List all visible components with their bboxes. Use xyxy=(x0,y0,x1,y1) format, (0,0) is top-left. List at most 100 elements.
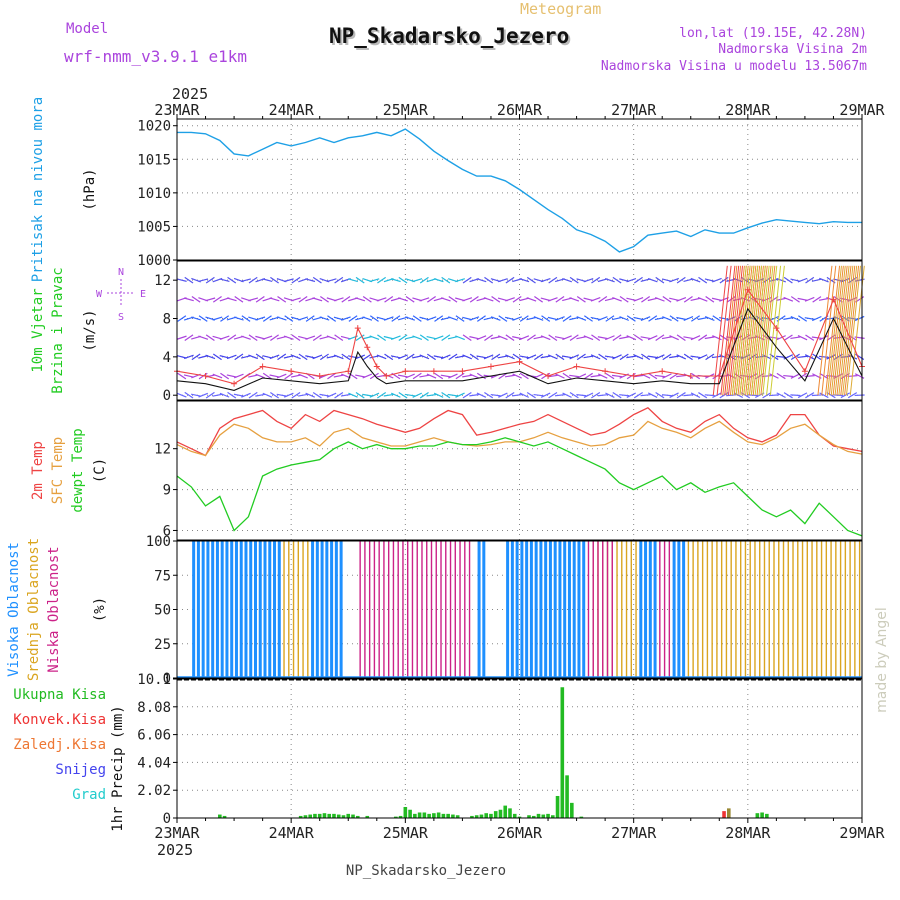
cloud-bar xyxy=(858,541,861,678)
precip-bar xyxy=(398,815,403,818)
precip-bar xyxy=(394,816,398,818)
wind-barb xyxy=(398,391,408,399)
wind-barb xyxy=(590,354,601,360)
wind-barb xyxy=(583,355,594,359)
wind-barb xyxy=(576,296,586,303)
wind-barb xyxy=(683,336,694,340)
wind-barb xyxy=(434,372,444,380)
cloud-bar xyxy=(553,541,557,678)
y-tick-label: 0 xyxy=(163,388,171,404)
wind-barb xyxy=(476,335,487,341)
gust-marker xyxy=(630,373,637,380)
y-axis-unit-pressure: (hPa) xyxy=(82,168,98,210)
precip-bar xyxy=(512,813,517,818)
wind-barb xyxy=(362,335,373,340)
cloud-bar xyxy=(411,541,414,678)
bottom-year: 2025 xyxy=(157,841,193,859)
wind-barb xyxy=(469,393,480,397)
cloud-bar xyxy=(644,541,648,678)
wind-barb xyxy=(612,392,622,399)
wind-barb xyxy=(426,335,437,340)
wind-barb xyxy=(341,353,351,361)
wind-barb xyxy=(655,276,665,284)
wind-barb xyxy=(826,317,837,320)
wind-barb xyxy=(633,276,643,284)
y-axis-label-temperature: SFC Temp xyxy=(50,437,66,504)
wind-barb xyxy=(491,353,501,361)
wind-barb xyxy=(462,334,472,341)
wind-barb xyxy=(612,334,622,341)
cloud-bar xyxy=(787,541,789,678)
precip-bar xyxy=(531,815,536,818)
cloud-bar xyxy=(635,541,637,678)
wind-barb xyxy=(490,336,501,340)
wind-barb xyxy=(712,335,722,341)
time-tick-label-top: 23MAR xyxy=(154,101,200,119)
y-tick-label: 100 xyxy=(146,534,171,550)
time-tick-label-bottom: 28MAR xyxy=(725,824,771,842)
gust-marker xyxy=(288,368,295,375)
wind-barb xyxy=(804,374,815,378)
wind-barb xyxy=(633,392,643,399)
cloud-bar xyxy=(220,541,224,678)
footer-station: NP_Skadarsko_Jezero xyxy=(346,863,506,879)
cloud-bar xyxy=(249,541,253,678)
wind-barb xyxy=(583,392,594,398)
wind-barb xyxy=(590,374,601,378)
wind-barb xyxy=(419,354,430,360)
wind-barb xyxy=(562,392,572,398)
wind-barb xyxy=(569,392,579,399)
wind-barb xyxy=(590,316,601,321)
precip-bar xyxy=(365,815,370,818)
wind-barb xyxy=(376,354,387,360)
y-axis-label-pressure: Pritisak na nivou mora xyxy=(30,97,46,282)
gust-marker xyxy=(659,368,666,375)
precip-bar xyxy=(479,814,484,818)
wind-barb xyxy=(383,393,394,397)
wind-barb xyxy=(647,355,658,359)
wind-barb xyxy=(690,277,701,283)
wind-barb xyxy=(305,278,316,283)
wind-barb xyxy=(661,394,672,397)
wind-barb xyxy=(240,355,251,359)
wind-barb xyxy=(533,373,544,379)
wind-barb xyxy=(776,277,787,283)
wind-barb xyxy=(605,392,615,398)
precip-bar xyxy=(565,775,569,818)
cloud-bar xyxy=(835,541,837,678)
wind-barb xyxy=(240,278,251,283)
wind-barb xyxy=(569,374,580,378)
wind-barb xyxy=(412,335,423,341)
wind-barb xyxy=(340,393,351,397)
wind-barb xyxy=(191,393,202,397)
cloud-bar xyxy=(611,541,613,678)
wind-barb xyxy=(569,354,580,360)
cloud-bar xyxy=(816,541,818,678)
wind-barb xyxy=(469,336,480,340)
wind-barb xyxy=(669,297,680,302)
wind-barb xyxy=(712,315,722,322)
precip-legend-item: Ukupna Kisa xyxy=(13,687,106,703)
precip-bar xyxy=(765,813,769,818)
wind-barb xyxy=(818,297,829,301)
wind-barb xyxy=(433,392,444,398)
wind-barb xyxy=(619,316,630,321)
cloud-bar xyxy=(663,541,666,678)
wind-barb xyxy=(798,315,808,322)
y-tick-label: 1010 xyxy=(137,186,171,202)
wind-barb xyxy=(326,335,337,340)
wind-barb xyxy=(569,316,580,321)
wind-barb xyxy=(362,296,372,303)
cloud-bar xyxy=(283,541,285,678)
wind-streak xyxy=(724,265,740,396)
wind-streak xyxy=(726,265,742,396)
wind-barb xyxy=(647,297,658,302)
wind-barb xyxy=(377,334,387,341)
wind-barb xyxy=(462,391,472,399)
cloud-bar xyxy=(725,541,728,678)
wind-barb xyxy=(633,316,644,321)
wind-barb xyxy=(698,334,708,341)
wind-barb xyxy=(184,391,194,399)
wind-barb xyxy=(290,374,301,378)
wind-streak xyxy=(739,265,755,396)
